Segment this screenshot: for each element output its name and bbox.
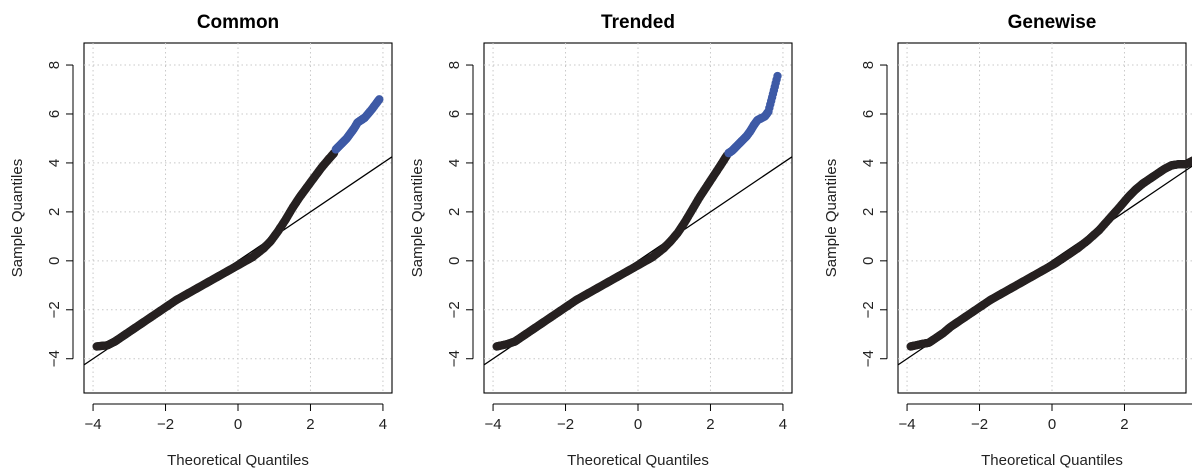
data-point: [1189, 156, 1192, 165]
data-points: [492, 71, 782, 351]
y-tick-label: 6: [46, 110, 63, 118]
y-tick-label: −2: [46, 301, 63, 318]
y-tick-label: 2: [46, 208, 63, 216]
x-tick-label: 4: [379, 416, 387, 433]
y-tick-label: 4: [860, 159, 877, 167]
x-tick-label: −2: [971, 416, 988, 433]
y-axis: −4 −2 0 2 4 6 8: [860, 61, 888, 367]
x-axis-label: Theoretical Quantiles: [567, 452, 709, 469]
x-tick-label: 2: [706, 416, 714, 433]
highlight-point: [375, 95, 384, 104]
qq-panel-trended: −4 −2 0 2 4 −4 −2 0 2 4 6 8 Trended Theoretical Qu…: [409, 12, 793, 469]
x-axis: −4 −2 0 2 4: [85, 403, 387, 433]
y-tick-label: −2: [446, 301, 463, 318]
highlight-point: [773, 71, 782, 81]
y-tick-label: 0: [46, 257, 63, 265]
qq-panel-genewise: −4 −2 0 2 4 −4 −2 0 2 4 6 8 Genewise Theoretical Q…: [823, 12, 1192, 469]
x-axis-label: Theoretical Quantiles: [167, 452, 309, 469]
y-tick-label: −4: [860, 350, 877, 367]
x-tick-label: 0: [234, 416, 242, 433]
panel-title: Trended: [601, 12, 675, 33]
y-tick-label: 8: [446, 61, 463, 69]
y-axis-label: Sample Quantiles: [9, 159, 26, 277]
x-tick-label: −4: [899, 416, 916, 433]
x-tick-label: −4: [485, 416, 502, 433]
data-points: [92, 95, 384, 351]
y-tick-label: −4: [46, 350, 63, 367]
y-tick-label: 6: [860, 110, 877, 118]
panel-title: Common: [197, 12, 279, 33]
y-axis-label: Sample Quantiles: [409, 159, 426, 277]
y-axis: −4 −2 0 2 4 6 8: [446, 61, 474, 367]
y-axis-label: Sample Quantiles: [823, 159, 840, 277]
y-tick-label: 8: [860, 61, 877, 69]
y-tick-label: 8: [46, 61, 63, 69]
x-axis-label: Theoretical Quantiles: [981, 452, 1123, 469]
x-axis: −4 −2 0 2 4: [485, 403, 787, 433]
x-tick-label: 2: [1120, 416, 1128, 433]
y-tick-label: 2: [860, 208, 877, 216]
y-tick-label: 4: [46, 159, 63, 167]
y-tick-label: 0: [446, 257, 463, 265]
y-tick-label: 4: [446, 159, 463, 167]
y-tick-label: 2: [446, 208, 463, 216]
grid-lines: [84, 43, 392, 393]
plot-frame: [897, 42, 1187, 394]
y-axis: −4 −2 0 2 4 6 8: [46, 61, 74, 367]
y-tick-label: −2: [860, 301, 877, 318]
data-points: [906, 156, 1192, 351]
qq-panel-common: −4 −2 0 2 4 −4 −2 0 2 4 6 8 Common Theoretical Qua…: [9, 12, 393, 469]
x-tick-label: −2: [557, 416, 574, 433]
y-tick-label: −4: [446, 350, 463, 367]
y-tick-label: 0: [860, 257, 877, 265]
grid-lines: [484, 43, 792, 393]
grid-lines: [898, 43, 1192, 393]
panel-title: Genewise: [1008, 12, 1097, 33]
x-tick-label: 0: [1048, 416, 1056, 433]
x-tick-label: 2: [306, 416, 314, 433]
x-tick-label: 0: [634, 416, 642, 433]
y-tick-label: 6: [446, 110, 463, 118]
x-tick-label: 4: [779, 416, 787, 433]
x-tick-label: −2: [157, 416, 174, 433]
x-tick-label: −4: [85, 416, 102, 433]
